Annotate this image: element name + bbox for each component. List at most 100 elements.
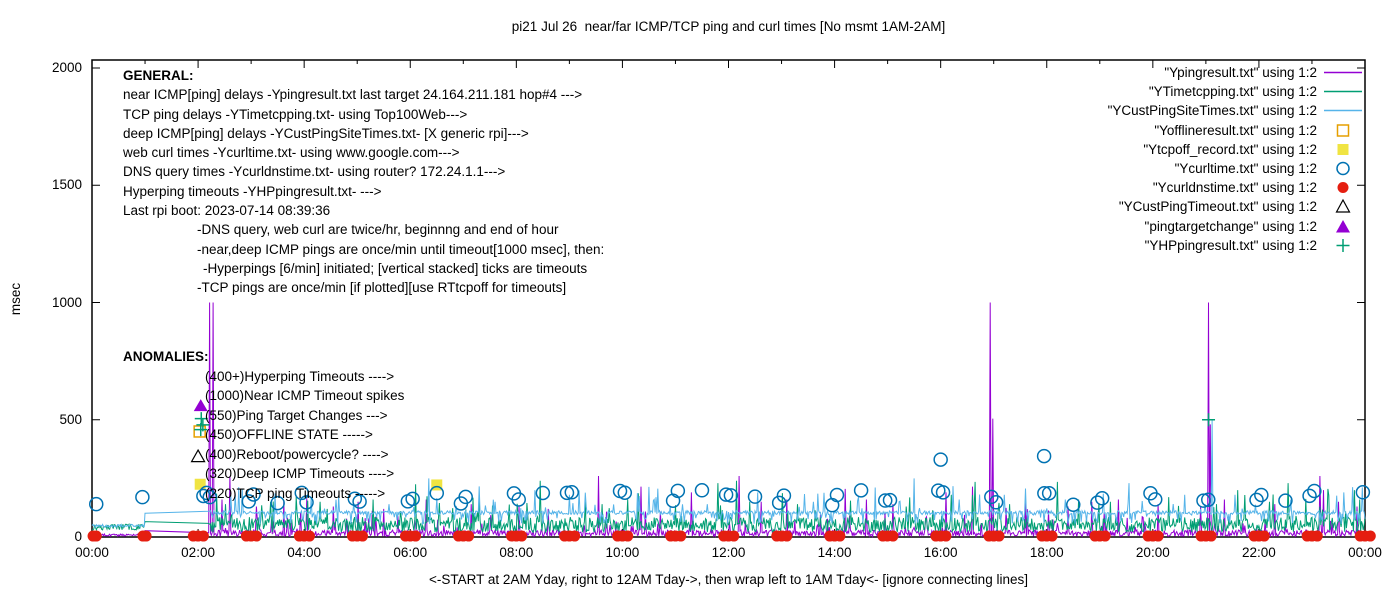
annotation-line: (1000)Near ICMP Timeout spikes — [205, 388, 405, 403]
curl-time-marker — [1201, 492, 1216, 507]
x-tick-label: 00:00 — [75, 545, 109, 560]
curl-time-marker — [988, 495, 1004, 510]
curl-time-marker — [882, 492, 898, 508]
ping-target-change-marker — [193, 399, 208, 412]
annotation-line: (400)Reboot/powercycle? ----> — [205, 446, 389, 462]
series-deep-icmp — [91, 419, 1366, 529]
dns-time-marker — [140, 530, 152, 542]
dns-time-marker — [675, 530, 687, 542]
legend-row: "Yofflineresult.txt" using 1:2 — [1108, 121, 1365, 140]
curl-time-marker — [617, 485, 633, 500]
legend-label: "YTimetcpping.txt" using 1:2 — [1148, 84, 1317, 100]
dns-time-marker — [569, 530, 581, 542]
curl-time-marker — [246, 487, 261, 502]
x-tick-label: 06:00 — [393, 545, 428, 560]
curl-time-marker — [935, 485, 951, 500]
dns-time-marker — [622, 530, 634, 542]
x-tick-label: 04:00 — [287, 545, 322, 560]
y-tick-label: 1500 — [51, 177, 82, 193]
curl-time-marker — [694, 483, 710, 498]
curl-time-marker — [1196, 493, 1211, 508]
dns-time-marker — [834, 530, 846, 542]
x-tick-label: 10:00 — [605, 545, 640, 560]
curl-time-marker — [723, 488, 739, 503]
legend-label: "Ycurltime.txt" using 1:2 — [1174, 161, 1317, 177]
curl-time-marker — [429, 485, 445, 501]
curl-time-marker — [718, 487, 734, 502]
legend-square-open-glyph — [1336, 123, 1350, 137]
curl-time-marker — [511, 492, 526, 507]
curl-time-marker — [829, 487, 845, 503]
annotation-line: Last rpi boot: 2023-07-14 08:39:36 — [123, 203, 331, 219]
x-tick-label: 14:00 — [817, 545, 852, 560]
dns-time-marker — [410, 530, 422, 542]
annotation-line: web curl times -Ycurltime.txt- using www… — [123, 145, 460, 161]
curl-time-marker — [933, 452, 948, 467]
curl-time-marker — [564, 485, 580, 500]
dns-time-marker — [463, 530, 475, 542]
curl-time-marker — [559, 485, 575, 501]
x-tick-label: 18:00 — [1029, 545, 1064, 560]
legend-row: "Ypingresult.txt" using 1:2 — [1108, 63, 1365, 82]
curl-time-marker — [877, 493, 893, 508]
dns-time-marker — [887, 530, 899, 542]
legend-label: "Ycurldnstime.txt" using 1:2 — [1152, 180, 1317, 196]
dns-time-marker — [1205, 530, 1217, 542]
chart-title: pi21 Jul 26 near/far ICMP/TCP ping and c… — [511, 19, 946, 34]
annotation-line: DNS query times -Ycurldnstime.txt- using… — [123, 164, 506, 180]
annotation-line: deep ICMP[ping] delays -YCustPingSiteTim… — [123, 125, 529, 141]
hyperping-marker — [194, 423, 208, 437]
dns-time-marker — [357, 530, 369, 542]
offline-marker — [193, 425, 206, 438]
legend-row: "YHPpingresult.txt" using 1:2 — [1108, 236, 1365, 255]
curl-time-marker — [853, 483, 869, 498]
dns-time-marker — [1046, 530, 1058, 542]
legend-line-glyph — [1324, 110, 1362, 112]
annotation-line: (320)Deep ICMP Timeouts ----> — [205, 466, 395, 481]
annotation-line: (550)Ping Target Changes ---> — [205, 407, 388, 423]
curl-time-marker — [1278, 493, 1293, 508]
anomalies-notes-block: ANOMALIES: (400+)Hyperping Timeouts ---->… — [123, 347, 404, 503]
general-notes-block: GENERAL: near ICMP[ping] delays -Ypingres… — [123, 66, 604, 298]
dns-time-marker — [1311, 530, 1323, 542]
legend-line-glyph — [1324, 91, 1362, 93]
x-tick-label: 12:00 — [711, 545, 746, 560]
curl-time-marker — [270, 495, 285, 511]
annotation-line: Hyperping timeouts -YHPpingresult.txt- -… — [123, 183, 382, 199]
curl-time-marker — [1355, 485, 1371, 500]
legend-row: "Ytcpoff_record.txt" using 1:2 — [1108, 140, 1365, 159]
annotation-line: (220)TCP ping Timeouts -----> — [205, 485, 386, 501]
curl-time-marker — [1090, 495, 1105, 510]
annotation-line: -DNS query, web curl are twice/hr, begin… — [197, 222, 559, 238]
dns-time-marker — [1364, 530, 1376, 542]
curl-time-marker — [776, 488, 792, 503]
y-tick-label: 2000 — [51, 60, 82, 75]
curl-time-marker — [535, 485, 551, 501]
curl-time-marker — [88, 496, 104, 512]
curl-time-marker — [771, 495, 787, 511]
legend-row: "YTimetcpping.txt" using 1:2 — [1108, 82, 1365, 101]
dns-time-marker — [197, 530, 209, 542]
legend-triangle-filled-glyph — [1336, 219, 1350, 233]
y-tick-label: 1000 — [51, 294, 82, 310]
x-tick-label: 00:00 — [1348, 545, 1382, 560]
curl-time-marker — [1037, 486, 1052, 501]
legend: "Ypingresult.txt" using 1:2 "YTimetcpping… — [1108, 63, 1365, 255]
legend-row: "YCustPingSiteTimes.txt" using 1:2 — [1108, 101, 1365, 120]
legend-line-glyph — [1324, 71, 1362, 74]
curl-time-marker — [458, 489, 473, 505]
legend-row: "pingtargetchange" using 1:2 — [1108, 217, 1365, 236]
curl-time-marker — [199, 485, 214, 501]
curl-time-marker — [1254, 487, 1269, 503]
legend-row: "YCustPingTimeout.txt" using 1:2 — [1108, 197, 1365, 216]
legend-label: "YCustPingSiteTimes.txt" using 1:2 — [1107, 103, 1317, 119]
x-axis-note: <-START at 2AM Yday, right to 12AM Tday-… — [429, 572, 1028, 587]
curl-time-marker — [824, 497, 840, 513]
legend-row: "Ycurldnstime.txt" using 1:2 — [1108, 178, 1365, 197]
x-tick-label: 20:00 — [1135, 545, 1170, 560]
curl-time-marker — [1147, 492, 1163, 507]
curl-time-marker — [294, 485, 310, 501]
legend-label: "YCustPingTimeout.txt" using 1:2 — [1118, 199, 1317, 215]
annotation-line: TCP ping delays -YTimetcpping.txt- using… — [123, 106, 468, 122]
